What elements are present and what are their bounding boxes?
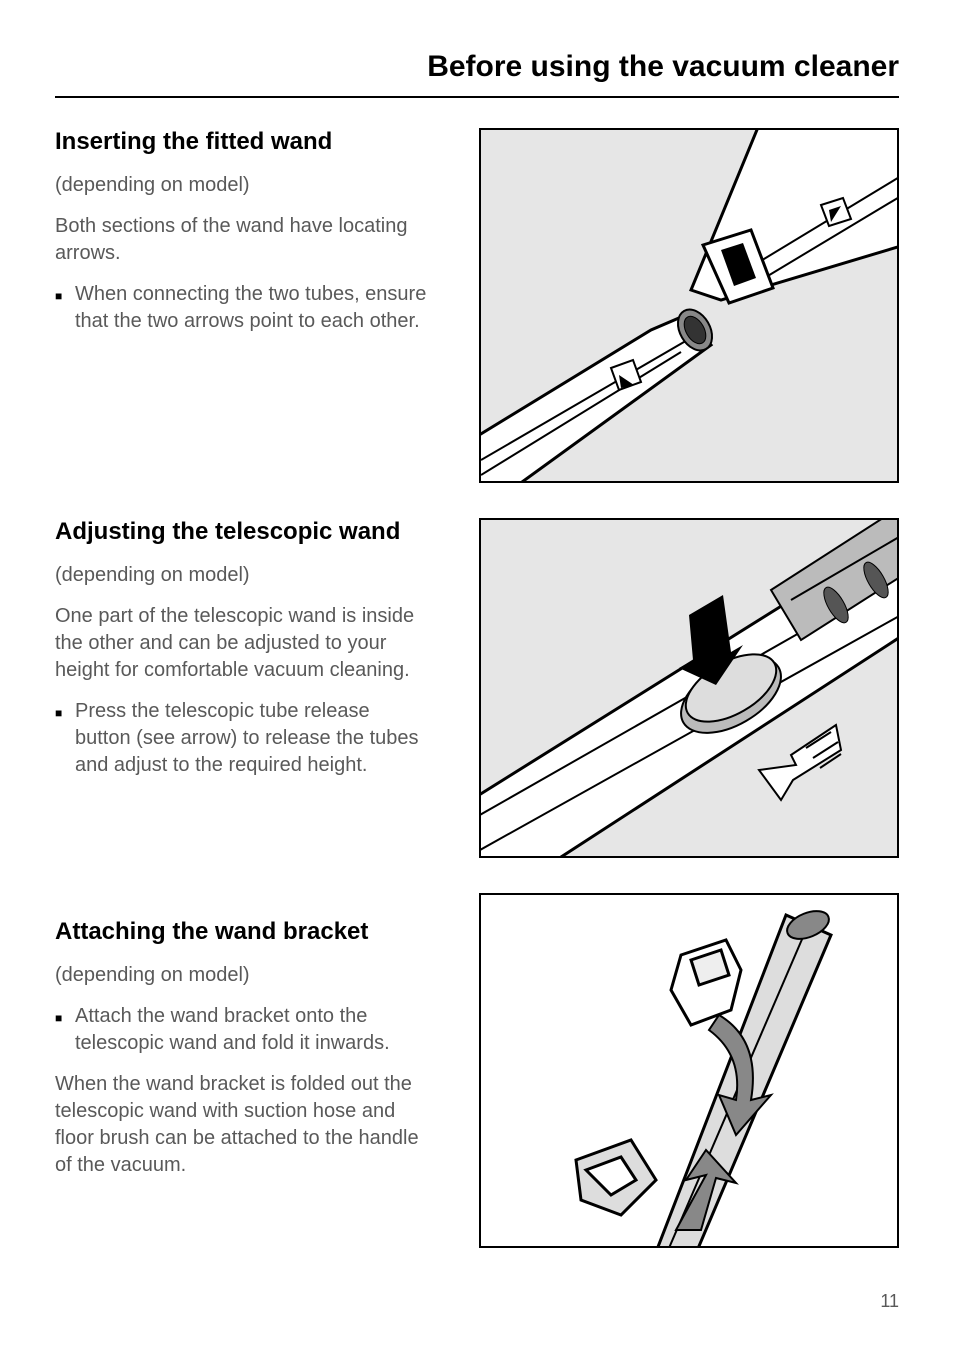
page-number: 11 — [880, 1291, 899, 1312]
bullet-square-icon: ■ — [55, 1003, 75, 1032]
bullet-item: ■ When connecting the two tubes, ensure … — [55, 281, 430, 335]
section-inserting-wand: Inserting the fitted wand (depending on … — [55, 128, 899, 483]
bullet-text: Press the telescopic tube release button… — [75, 698, 430, 779]
page-title: Before using the vacuum cleaner — [55, 50, 899, 98]
text-column: Adjusting the telescopic wand (depending… — [55, 518, 430, 793]
text-column: Attaching the wand bracket (depending on… — [55, 893, 430, 1193]
bullet-square-icon: ■ — [55, 281, 75, 310]
bullet-text: Attach the wand bracket onto the telesco… — [75, 1003, 430, 1057]
section-subtext: (depending on model) — [55, 172, 430, 199]
figure-inserting-wand — [479, 128, 899, 483]
figure-adjusting-wand — [479, 518, 899, 858]
bullet-item: ■ Press the telescopic tube release butt… — [55, 698, 430, 779]
bullet-item: ■ Attach the wand bracket onto the teles… — [55, 1003, 430, 1057]
section-paragraph: Both sections of the wand have locating … — [55, 213, 430, 267]
section-adjusting-wand: Adjusting the telescopic wand (depending… — [55, 518, 899, 858]
figure-column — [450, 128, 899, 483]
section-subtext: (depending on model) — [55, 562, 430, 589]
content-area: Inserting the fitted wand (depending on … — [55, 128, 899, 1248]
text-column: Inserting the fitted wand (depending on … — [55, 128, 430, 349]
section-paragraph: When the wand bracket is folded out the … — [55, 1071, 430, 1179]
figure-column — [450, 518, 899, 858]
section-heading: Inserting the fitted wand — [55, 128, 430, 156]
bullet-text: When connecting the two tubes, ensure th… — [75, 281, 430, 335]
section-paragraph: One part of the telescopic wand is insid… — [55, 603, 430, 684]
section-heading: Adjusting the telescopic wand — [55, 518, 430, 546]
section-subtext: (depending on model) — [55, 962, 430, 989]
figure-column — [450, 893, 899, 1248]
figure-attaching-bracket — [479, 893, 899, 1248]
section-heading: Attaching the wand bracket — [55, 918, 430, 946]
section-attaching-bracket: Attaching the wand bracket (depending on… — [55, 893, 899, 1248]
bullet-square-icon: ■ — [55, 698, 75, 727]
